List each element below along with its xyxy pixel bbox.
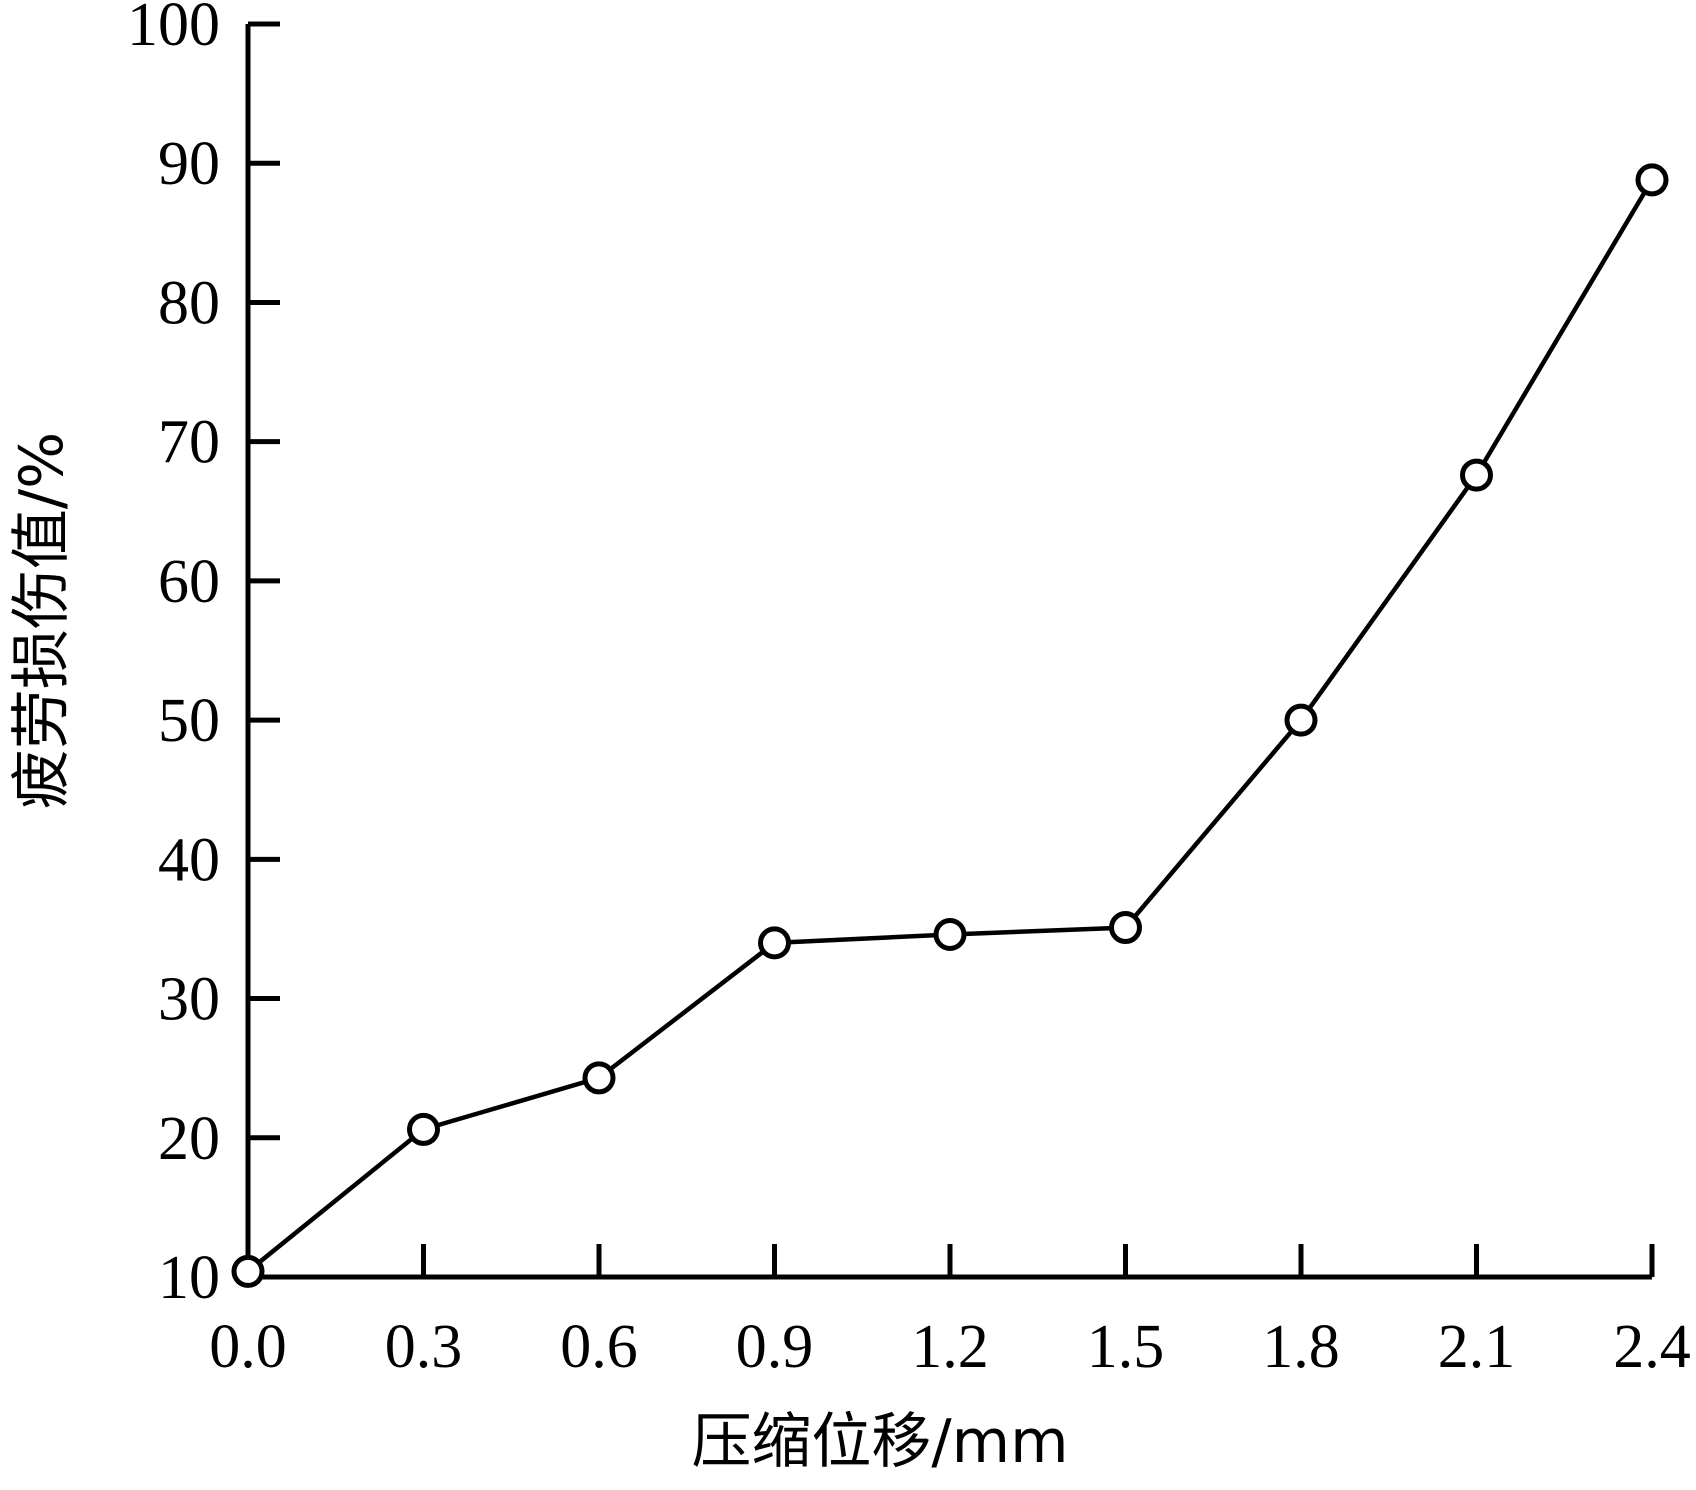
x-tick-label: 0.3 bbox=[385, 1313, 463, 1381]
x-tick-label: 0.0 bbox=[209, 1313, 287, 1381]
y-tick-label: 30 bbox=[158, 966, 220, 1034]
y-tick-label: 100 bbox=[127, 0, 220, 59]
y-tick-label: 80 bbox=[158, 269, 220, 337]
data-point bbox=[1284, 703, 1318, 737]
data-point bbox=[1109, 911, 1142, 945]
data-point bbox=[1635, 163, 1669, 197]
x-axis-ticks: 0.0 0.3 0.6 0.9 1.2 1.5 1.8 2.1 2.4 bbox=[209, 1244, 1691, 1381]
axes bbox=[245, 24, 1652, 1280]
data-point bbox=[933, 918, 967, 952]
x-tick-label: 2.4 bbox=[1613, 1313, 1691, 1381]
y-tick-label: 40 bbox=[158, 826, 220, 894]
x-tick-label: 1.8 bbox=[1262, 1313, 1340, 1381]
y-tick-label: 70 bbox=[158, 409, 220, 477]
x-axis-title: 压缩位移/mm bbox=[691, 1407, 1068, 1477]
y-tick-label: 90 bbox=[158, 130, 220, 198]
x-tick-label: 1.2 bbox=[911, 1313, 989, 1381]
data-series bbox=[231, 163, 1669, 1288]
x-tick-label: 0.6 bbox=[560, 1313, 638, 1381]
x-tick-label: 0.9 bbox=[736, 1313, 814, 1381]
series-line bbox=[246, 178, 1654, 1274]
y-tick-label: 60 bbox=[158, 548, 220, 616]
y-tick-label: 50 bbox=[158, 687, 220, 755]
data-point bbox=[407, 1112, 440, 1146]
y-tick-label: 10 bbox=[158, 1244, 220, 1312]
x-tick-label: 2.1 bbox=[1438, 1313, 1516, 1381]
y-axis-title: 疲劳损伤值/% bbox=[7, 432, 77, 809]
y-tick-label: 20 bbox=[158, 1105, 220, 1173]
x-tick-label: 1.5 bbox=[1087, 1313, 1165, 1381]
data-point bbox=[231, 1254, 265, 1288]
data-point bbox=[582, 1061, 616, 1095]
data-point bbox=[1460, 458, 1493, 492]
data-point bbox=[758, 926, 791, 960]
y-axis-ticks: 10 20 30 40 50 60 70 80 90 100 bbox=[127, 0, 280, 1312]
